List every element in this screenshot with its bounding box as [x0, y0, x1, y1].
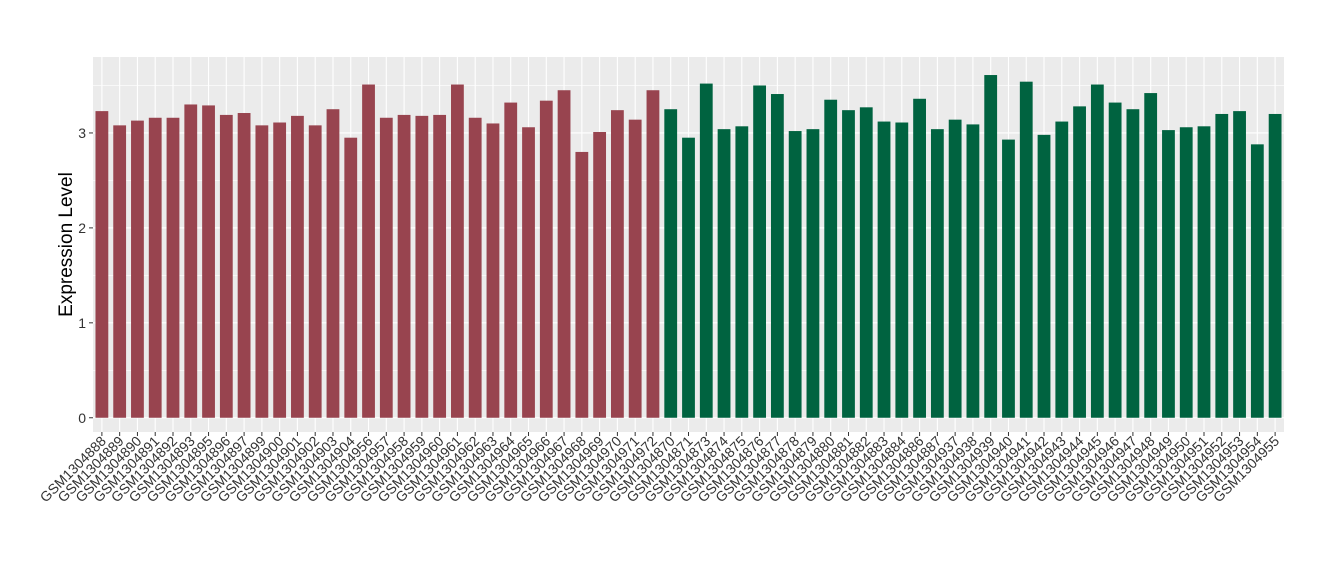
bar-GSM1304968	[575, 151, 589, 418]
y-axis: 0 1 2 3	[78, 125, 93, 426]
bar-GSM1304970	[610, 110, 624, 418]
bar-GSM1304873	[699, 83, 713, 418]
bar-GSM1304875	[735, 126, 749, 418]
bar-GSM1304883	[877, 121, 891, 418]
bar-GSM1304900	[273, 122, 287, 418]
bar-GSM1304954	[1250, 144, 1264, 418]
bar-GSM1304889	[113, 125, 127, 418]
bar-GSM1304884	[895, 122, 909, 418]
bar-GSM1304959	[415, 115, 429, 418]
bar-GSM1304939	[984, 75, 998, 418]
bar-GSM1304945	[1090, 84, 1104, 418]
bar-GSM1304881	[842, 110, 855, 418]
bar-GSM1304937	[948, 119, 962, 418]
x-axis: GSM1304888GSM1304889GSM1304890GSM1304891…	[37, 432, 1282, 505]
bars	[95, 75, 1282, 418]
bar-GSM1304938	[966, 124, 980, 418]
bar-GSM1304901	[291, 115, 304, 418]
bar-GSM1304902	[308, 125, 322, 418]
bar-GSM1304943	[1055, 121, 1069, 418]
bar-GSM1304951	[1197, 126, 1211, 418]
bar-GSM1304892	[166, 117, 180, 418]
bar-GSM1304952	[1215, 113, 1229, 418]
y-tick-label: 1	[78, 315, 86, 331]
bar-GSM1304903	[326, 109, 340, 418]
bar-GSM1304969	[593, 132, 607, 418]
bar-GSM1304966	[539, 100, 553, 418]
bar-GSM1304942	[1037, 134, 1051, 418]
bar-GSM1304891	[148, 117, 162, 418]
bar-GSM1304895	[202, 105, 215, 418]
bar-GSM1304972	[646, 90, 660, 418]
bar-GSM1304941	[1019, 81, 1033, 418]
bar-GSM1304876	[753, 85, 767, 418]
y-axis-title: Expression Level	[56, 172, 77, 317]
y-tick-label: 2	[78, 220, 86, 236]
bar-GSM1304896	[219, 114, 233, 418]
bar-GSM1304888	[95, 111, 109, 418]
bar-GSM1304953	[1233, 111, 1246, 418]
bar-GSM1304871	[682, 137, 695, 418]
y-tick-label: 3	[78, 125, 86, 141]
bar-GSM1304897	[237, 113, 251, 418]
bar-GSM1304877	[770, 94, 784, 418]
bar-GSM1304967	[557, 90, 571, 418]
bar-GSM1304971	[628, 119, 642, 418]
bar-GSM1304887	[930, 129, 944, 418]
bar-GSM1304893	[184, 104, 198, 418]
bar-GSM1304947	[1126, 109, 1140, 418]
bar-GSM1304958	[397, 114, 411, 418]
bar-GSM1304955	[1268, 113, 1282, 418]
y-tick-label: 0	[78, 410, 86, 426]
bar-GSM1304874	[717, 129, 731, 418]
bar-GSM1304886	[913, 98, 926, 418]
bar-GSM1304961	[451, 84, 464, 418]
bar-GSM1304949	[1162, 130, 1175, 418]
bar-GSM1304965	[522, 127, 535, 418]
bar-GSM1304878	[788, 131, 802, 418]
bar-GSM1304882	[859, 107, 873, 418]
bar-GSM1304946	[1108, 102, 1122, 418]
bar-GSM1304890	[131, 120, 144, 418]
bar-GSM1304904	[344, 137, 358, 418]
bar-GSM1304944	[1073, 106, 1086, 418]
bar-GSM1304899	[255, 125, 269, 418]
bar-GSM1304880	[824, 99, 838, 418]
bar-GSM1304963	[486, 123, 500, 418]
bar-GSM1304962	[468, 117, 482, 418]
bar-GSM1304879	[806, 129, 820, 418]
bar-GSM1304956	[362, 84, 375, 418]
bar-GSM1304957	[379, 117, 393, 418]
bar-GSM1304948	[1144, 93, 1158, 418]
bar-GSM1304950	[1179, 127, 1193, 418]
bar-GSM1304940	[1002, 139, 1015, 418]
bar-GSM1304960	[433, 114, 447, 418]
bar-GSM1304964	[504, 102, 518, 418]
bar-GSM1304870	[664, 109, 678, 418]
